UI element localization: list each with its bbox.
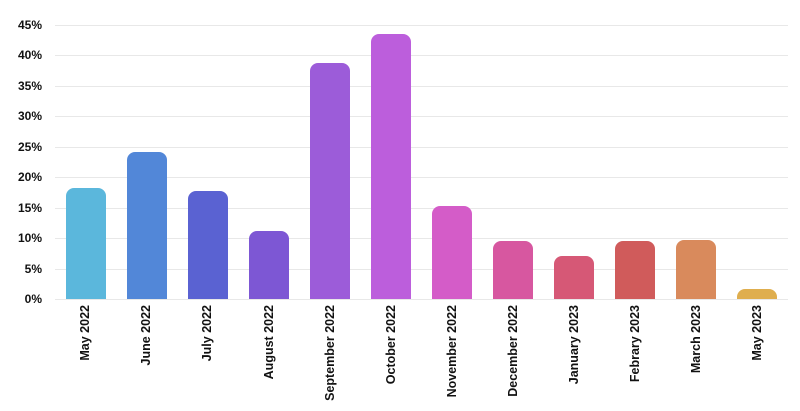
x-axis-label: November 2022 [444,305,459,398]
gridline [55,25,788,26]
x-label-slot: November 2022 [421,305,482,397]
x-axis-labels: May 2022 June 2022 July 2022 August 2022 Sep… [55,305,788,405]
x-label-slot: Febrary 2023 [605,305,666,382]
x-label-slot: June 2022 [116,305,177,365]
x-axis-label: June 2022 [139,305,154,366]
x-label-slot: January 2023 [544,305,605,384]
y-axis-tick-label: 40% [17,48,42,63]
bar-june-2022[interactable] [126,152,167,299]
gridline [55,207,788,209]
bars-area [55,0,788,299]
x-axis-label: January 2023 [566,305,581,385]
x-axis-label: August 2022 [261,305,276,380]
bar-slot [299,0,360,299]
bar-august-2022[interactable] [248,230,289,299]
y-axis-tick-label: 5% [24,261,42,276]
x-label-slot: July 2022 [177,305,238,361]
bar-january-2023[interactable] [554,255,595,299]
gridline [55,85,788,87]
bar-slot [360,0,421,299]
bar-slot [55,0,116,299]
bar-slot [544,0,605,299]
y-axis-tick-label: 25% [17,139,42,154]
bar-july-2022[interactable] [187,190,228,299]
gridline [55,238,788,240]
bar-october-2022[interactable] [370,34,411,299]
bar-febrary-2023[interactable] [615,241,656,299]
bar-slot [605,0,666,299]
gridline [55,116,788,118]
gridline [55,146,788,148]
gridline [55,299,788,300]
x-label-slot: August 2022 [238,305,299,379]
y-axis-tick-label: 30% [17,109,42,124]
bar-slot [727,0,788,299]
x-axis-label: May 2022 [78,305,93,361]
bar-march-2023[interactable] [676,239,717,299]
bar-may-2022[interactable] [65,188,106,299]
bar-slot [238,0,299,299]
bar-slot [116,0,177,299]
bar-december-2022[interactable] [493,241,534,299]
x-label-slot: May 2023 [727,305,788,361]
gridline [55,55,788,57]
x-axis-label: March 2023 [689,305,704,374]
x-axis-label: October 2022 [383,305,398,385]
x-axis-label: May 2023 [750,305,765,361]
x-label-slot: September 2022 [299,305,360,401]
bar-slot [666,0,727,299]
x-label-slot: October 2022 [360,305,421,384]
x-axis-label: September 2022 [322,305,337,401]
y-axis-tick-label: 35% [17,78,42,93]
gridline [55,268,788,270]
bar-november-2022[interactable] [432,205,472,299]
x-label-slot: March 2023 [666,305,727,373]
x-label-slot: May 2022 [55,305,116,361]
bar-slot [421,0,482,299]
x-axis-label: December 2022 [505,305,520,397]
bar-may-2023[interactable] [737,289,778,299]
y-axis-tick-label: 0% [24,292,42,306]
x-axis-label: July 2022 [200,305,215,362]
y-axis-tick-label: 20% [17,170,42,185]
bar-slot [177,0,238,299]
y-axis-tick-label: 45% [17,18,42,32]
x-label-slot: December 2022 [483,305,544,397]
bar-slot [483,0,544,299]
x-axis-label: Febrary 2023 [627,305,642,383]
bar-september-2022[interactable] [309,62,350,299]
gridline [55,177,788,179]
y-axis-tick-label: 10% [17,231,42,246]
y-axis-tick-label: 15% [17,200,42,215]
